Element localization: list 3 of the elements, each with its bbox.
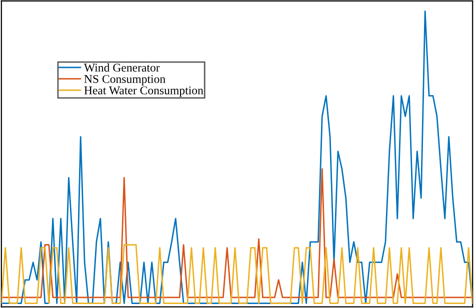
legend-label: NS Consumption [84, 75, 166, 86]
legend-label: Wind Generator [84, 63, 160, 72]
legend-label: Heat Water Consumption [84, 86, 204, 97]
